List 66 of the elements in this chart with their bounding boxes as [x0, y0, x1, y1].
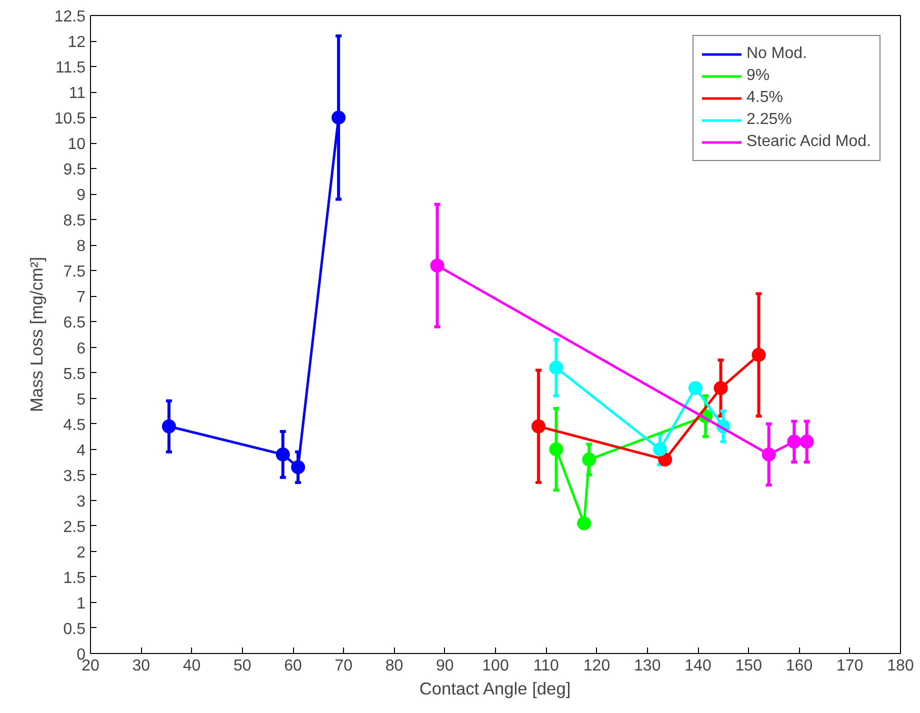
y-tick-label: 4 — [76, 442, 86, 460]
x-tick-label: 140 — [684, 658, 712, 674]
point — [430, 258, 444, 273]
legend-label: 9% — [746, 67, 770, 85]
x-tick-label: 160 — [786, 658, 813, 674]
y-tick-label: 3.5 — [63, 468, 86, 485]
legend-label: 4.5% — [746, 89, 783, 107]
point — [787, 434, 802, 449]
y-tick-label: 2.5 — [63, 518, 86, 536]
x-tick-label: 90 — [436, 658, 454, 674]
x-tick-label: 130 — [634, 658, 661, 674]
x-axis-title: Contact Angle [deg] — [419, 678, 571, 698]
x-tick-label: 120 — [583, 658, 610, 674]
legend-label: 2.25% — [746, 111, 792, 129]
y-tick-label: 0.5 — [63, 620, 86, 638]
point — [291, 460, 306, 474]
y-tick-label: 5 — [76, 391, 86, 408]
point — [714, 381, 728, 396]
y-tick-label: 5.5 — [63, 366, 86, 383]
point — [549, 360, 564, 375]
y-tick-label: 7.5 — [63, 264, 86, 281]
y-tick-label: 6.5 — [63, 314, 86, 332]
x-tick-label: 40 — [182, 658, 201, 674]
x-tick-label: 80 — [385, 658, 404, 674]
y-tick-label: 4.5 — [63, 416, 86, 434]
y-tick-label: 7 — [76, 289, 86, 306]
x-tick-label: 150 — [735, 658, 762, 674]
y-tick-label: 6 — [76, 340, 86, 358]
point — [549, 442, 564, 456]
x-tick-label: 50 — [233, 658, 252, 674]
point — [800, 434, 814, 449]
x-tick-label: 110 — [533, 658, 559, 674]
y-tick-label: 10 — [68, 136, 86, 154]
point — [752, 348, 766, 362]
legend-label: Stearic Acid Mod. — [746, 133, 871, 151]
y-tick-label: 8 — [76, 238, 86, 256]
point — [276, 447, 290, 462]
point — [582, 452, 596, 467]
y-tick-label: 9 — [76, 187, 86, 204]
y-tick-label: 1.5 — [63, 570, 86, 587]
y-axis-title: Mass Loss [mg/cm²] — [26, 256, 46, 412]
point — [577, 516, 592, 530]
x-tick-label: 100 — [482, 658, 509, 674]
legend-label: No Mod. — [746, 45, 807, 63]
point — [762, 447, 776, 462]
point — [332, 110, 346, 125]
x-tick-label: 70 — [334, 658, 353, 674]
y-tick-label: 9.5 — [63, 162, 86, 179]
x-tick-label: 170 — [836, 658, 864, 674]
y-tick-label: 1 — [76, 595, 86, 612]
y-tick-label: 12 — [68, 34, 86, 52]
point — [688, 381, 702, 396]
point — [532, 419, 546, 434]
y-tick-label: 11.5 — [56, 60, 86, 77]
y-tick-label: 2 — [76, 544, 86, 562]
x-tick-label: 60 — [284, 658, 302, 674]
y-tick-label: 3 — [76, 493, 86, 510]
x-tick-label: 180 — [887, 658, 914, 674]
y-tick-label: 10.5 — [54, 110, 86, 128]
point — [653, 442, 668, 456]
y-tick-label: 8.5 — [63, 212, 86, 230]
point — [162, 419, 176, 434]
x-tick-label: 30 — [132, 658, 150, 674]
point — [658, 452, 672, 467]
y-tick-label: 11 — [68, 85, 86, 102]
y-tick-label: 12.5 — [54, 8, 86, 26]
